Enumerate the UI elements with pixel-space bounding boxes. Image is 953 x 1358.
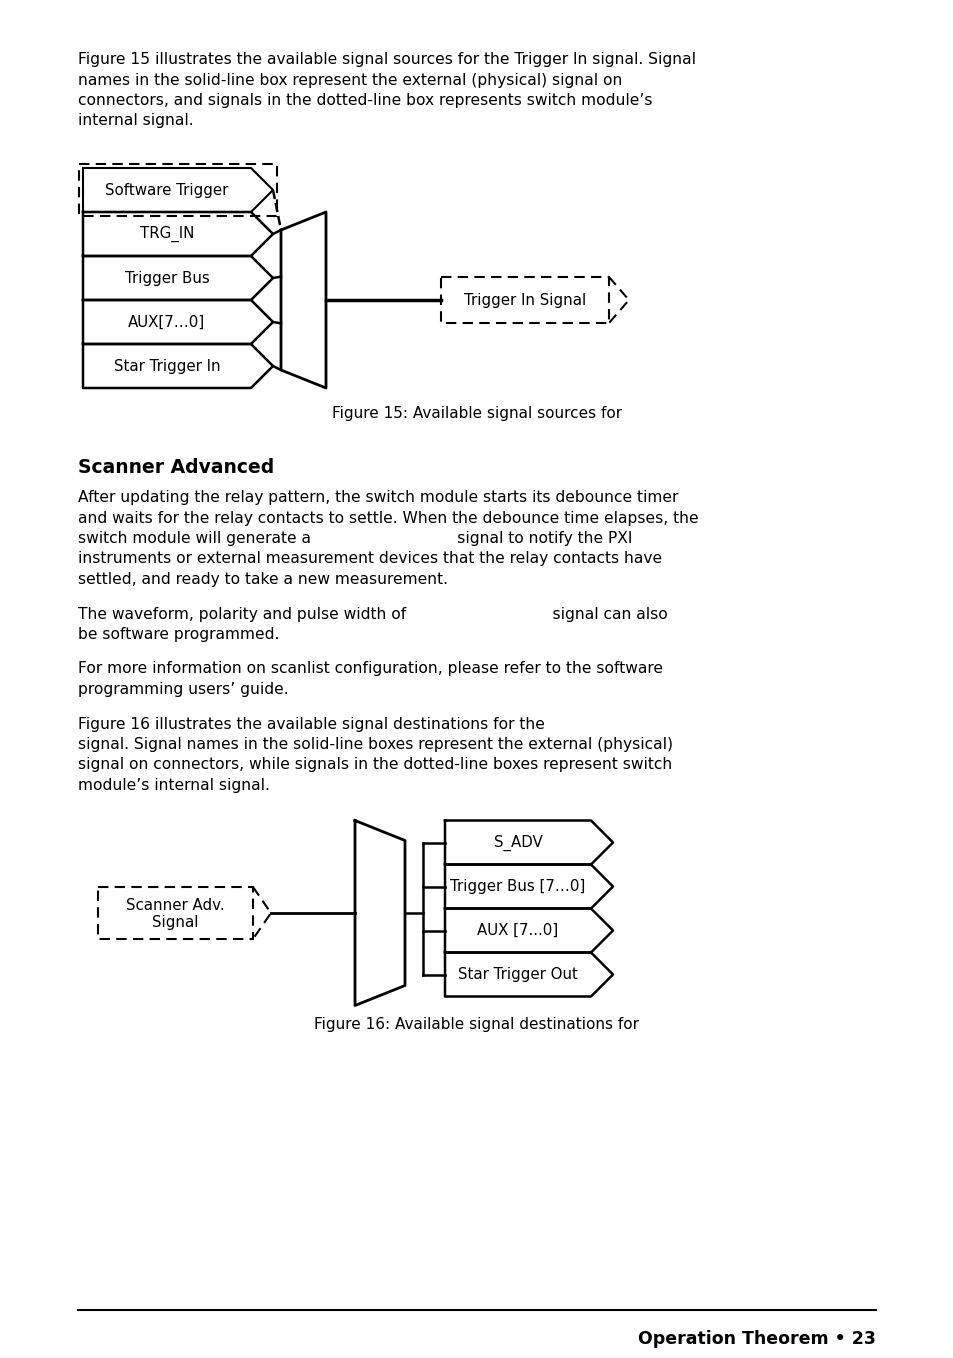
Polygon shape	[83, 344, 273, 388]
Polygon shape	[444, 820, 613, 865]
Text: Star Trigger Out: Star Trigger Out	[457, 967, 578, 982]
Text: signal. Signal names in the solid-line boxes represent the external (physical): signal. Signal names in the solid-line b…	[78, 737, 672, 752]
Text: The waveform, polarity and pulse width of                              signal ca: The waveform, polarity and pulse width o…	[78, 607, 667, 622]
Text: Trigger Bus: Trigger Bus	[125, 270, 209, 285]
Polygon shape	[83, 212, 273, 257]
Text: programming users’ guide.: programming users’ guide.	[78, 682, 289, 697]
Text: Figure 16: Available signal destinations for: Figure 16: Available signal destinations…	[314, 1017, 639, 1032]
Polygon shape	[444, 952, 613, 997]
Text: Signal: Signal	[152, 915, 198, 930]
Text: module’s internal signal.: module’s internal signal.	[78, 778, 270, 793]
Text: Scanner Adv.: Scanner Adv.	[126, 898, 225, 913]
Text: internal signal.: internal signal.	[78, 114, 193, 129]
Polygon shape	[444, 909, 613, 952]
Text: Star Trigger In: Star Trigger In	[113, 359, 220, 373]
Text: signal on connectors, while signals in the dotted-line boxes represent switch: signal on connectors, while signals in t…	[78, 758, 672, 773]
Text: Trigger In Signal: Trigger In Signal	[463, 292, 585, 307]
Text: Figure 16 illustrates the available signal destinations for the: Figure 16 illustrates the available sign…	[78, 717, 544, 732]
Text: For more information on scanlist configuration, please refer to the software: For more information on scanlist configu…	[78, 661, 662, 676]
Polygon shape	[83, 300, 273, 344]
Text: switch module will generate a                              signal to notify the : switch module will generate a signal to …	[78, 531, 632, 546]
Polygon shape	[83, 257, 273, 300]
Text: Figure 15: Available signal sources for: Figure 15: Available signal sources for	[332, 406, 621, 421]
Text: After updating the relay pattern, the switch module starts its debounce timer: After updating the relay pattern, the sw…	[78, 490, 678, 505]
Polygon shape	[281, 212, 326, 388]
Text: names in the solid-line box represent the external (physical) signal on: names in the solid-line box represent th…	[78, 72, 621, 87]
Text: S_ADV: S_ADV	[493, 834, 542, 850]
Text: be software programmed.: be software programmed.	[78, 627, 279, 642]
Text: Operation Theorem • 23: Operation Theorem • 23	[638, 1329, 875, 1348]
Text: AUX[7…0]: AUX[7…0]	[129, 315, 206, 330]
Text: and waits for the relay contacts to settle. When the debounce time elapses, the: and waits for the relay contacts to sett…	[78, 511, 698, 526]
Text: Scanner Advanced: Scanner Advanced	[78, 458, 274, 477]
Text: Figure 15 illustrates the available signal sources for the Trigger In signal. Si: Figure 15 illustrates the available sign…	[78, 52, 696, 67]
Text: Trigger Bus [7…0]: Trigger Bus [7…0]	[450, 879, 585, 894]
Text: TRG_IN: TRG_IN	[140, 225, 194, 242]
Polygon shape	[83, 168, 273, 212]
Polygon shape	[444, 865, 613, 909]
Text: connectors, and signals in the dotted-line box represents switch module’s: connectors, and signals in the dotted-li…	[78, 92, 652, 109]
Text: instruments or external measurement devices that the relay contacts have: instruments or external measurement devi…	[78, 551, 661, 566]
Text: Software Trigger: Software Trigger	[105, 182, 229, 197]
Text: AUX [7...0]: AUX [7...0]	[476, 923, 558, 938]
Polygon shape	[355, 820, 405, 1005]
Text: settled, and ready to take a new measurement.: settled, and ready to take a new measure…	[78, 572, 448, 587]
